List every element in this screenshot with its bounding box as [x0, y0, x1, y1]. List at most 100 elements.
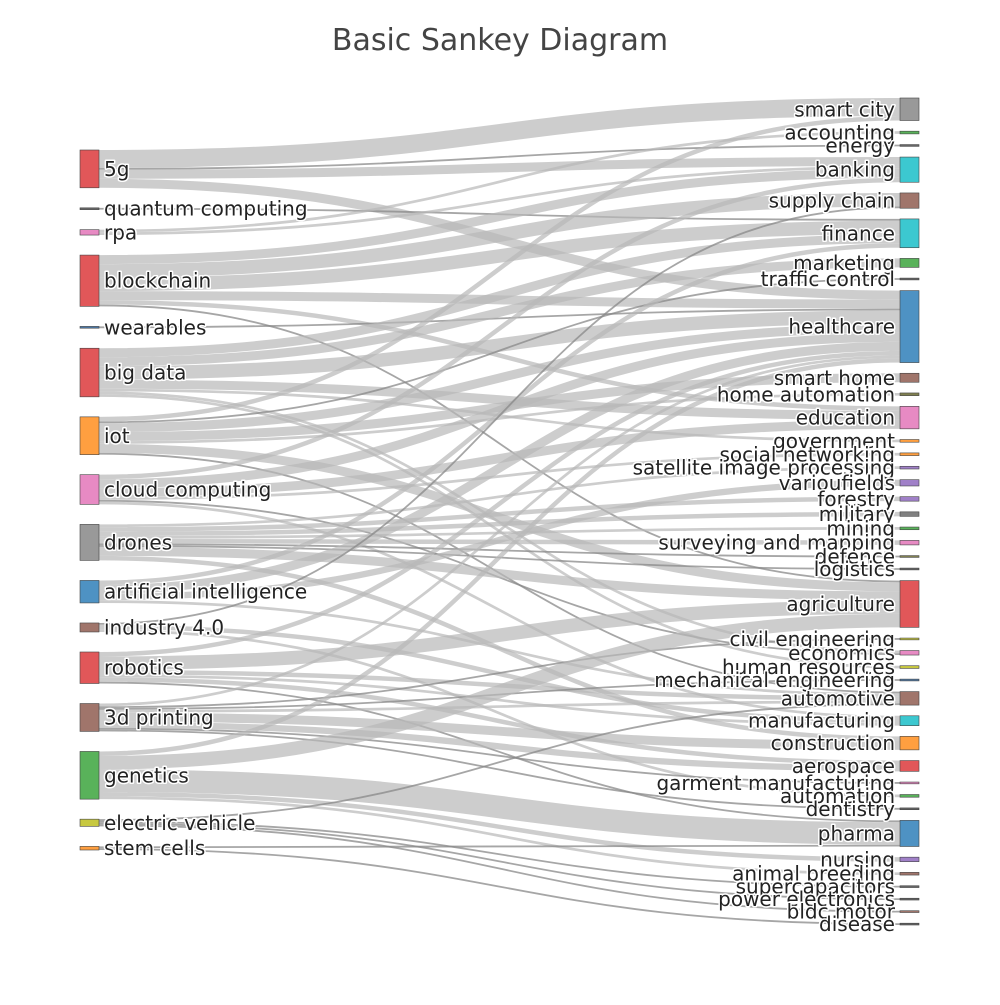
link-genetics-to-pharma[interactable]	[98, 769, 901, 845]
target-node-manufacturing[interactable]	[899, 715, 920, 726]
link-3d-printing-to-aerospace[interactable]	[98, 721, 901, 772]
link-industry-4-0-to-supply-chain[interactable]	[98, 206, 901, 625]
link-stem-cells-to-pharma[interactable]	[98, 844, 901, 849]
link-electric-vehicle-to-automotive[interactable]	[98, 703, 901, 821]
link-industry-4-0-to-automation[interactable]	[98, 629, 901, 798]
link-3d-printing-to-automotive[interactable]	[98, 700, 901, 713]
link-genetics-to-healthcare[interactable]	[98, 358, 901, 756]
link-wearables-to-healthcare[interactable]	[98, 308, 901, 329]
source-node-robotics[interactable]	[79, 651, 100, 684]
link-big-data-to-marketing[interactable]	[98, 258, 901, 367]
target-node-automotive[interactable]	[899, 691, 920, 706]
link-cloud-computing-to-social-networking[interactable]	[98, 452, 901, 500]
target-node-social-networking[interactable]	[899, 452, 920, 456]
link-3d-printing-to-construction[interactable]	[98, 712, 901, 750]
target-node-satellite-image-processing[interactable]	[899, 465, 920, 470]
link-iot-to-traffic-control[interactable]	[98, 278, 901, 424]
target-node-mechanical-engineering[interactable]	[899, 678, 920, 682]
target-node-surveying-and-mapping[interactable]	[899, 540, 920, 546]
target-node-construction[interactable]	[899, 736, 920, 751]
link-artificial-intelligence-to-finance[interactable]	[98, 243, 901, 585]
target-node-smart-city[interactable]	[899, 97, 920, 121]
target-node-varioufields[interactable]	[899, 479, 920, 487]
link-genetics-to-animal-breeding[interactable]	[98, 796, 901, 876]
target-node-healthcare[interactable]	[899, 290, 920, 363]
link-cloud-computing-to-manufacturing[interactable]	[98, 501, 901, 719]
link-robotics-to-manufacturing[interactable]	[98, 674, 901, 726]
target-node-garment-manufacturing[interactable]	[899, 781, 920, 785]
source-node-3d-printing[interactable]	[79, 703, 100, 732]
link-drones-to-defence[interactable]	[98, 543, 901, 558]
target-node-dentistry[interactable]	[899, 807, 920, 811]
source-node-big-data[interactable]	[79, 347, 100, 398]
link-3d-printing-to-dentistry[interactable]	[98, 729, 901, 810]
link-iot-to-healthcare[interactable]	[98, 323, 901, 433]
target-node-mining[interactable]	[899, 526, 920, 531]
target-node-civil-engineering[interactable]	[899, 637, 920, 641]
link-stem-cells-to-disease[interactable]	[98, 848, 901, 925]
source-node-cloud-computing[interactable]	[79, 474, 100, 505]
link-electric-vehicle-to-bldc-motor[interactable]	[98, 824, 901, 913]
source-node-iot[interactable]	[79, 416, 100, 455]
link-3d-printing-to-civil-engineering[interactable]	[98, 638, 901, 709]
link-big-data-to-healthcare[interactable]	[98, 310, 901, 380]
source-node-drones[interactable]	[79, 524, 100, 561]
link-blockchain-to-education[interactable]	[98, 300, 901, 411]
target-node-military[interactable]	[899, 511, 920, 517]
target-node-banking[interactable]	[899, 156, 920, 183]
link-cloud-computing-to-education[interactable]	[98, 419, 901, 498]
target-node-power-electronics[interactable]	[899, 897, 920, 901]
link-5g-to-banking[interactable]	[98, 157, 901, 179]
target-node-nursing[interactable]	[899, 856, 920, 862]
link-robotics-to-agriculture[interactable]	[98, 600, 901, 670]
link-cloud-computing-to-healthcare[interactable]	[98, 332, 901, 489]
link-rpa-to-accounting[interactable]	[98, 131, 901, 233]
link-iot-to-home-automation[interactable]	[98, 392, 901, 444]
link-iot-to-smart-city[interactable]	[98, 116, 901, 422]
link-5g-to-energy[interactable]	[98, 144, 901, 170]
source-node-stem-cells[interactable]	[79, 846, 100, 851]
link-big-data-to-education[interactable]	[98, 379, 901, 420]
source-node-industry-4-0[interactable]	[79, 622, 100, 633]
link-drones-to-forestry[interactable]	[98, 496, 901, 532]
target-node-education[interactable]	[899, 406, 920, 430]
target-node-aerospace[interactable]	[899, 760, 920, 772]
source-node-5g[interactable]	[79, 149, 100, 189]
target-node-bldc-motor[interactable]	[899, 910, 920, 913]
source-node-artificial-intelligence[interactable]	[79, 580, 100, 604]
link-blockchain-to-agriculture[interactable]	[98, 304, 901, 583]
target-node-accounting[interactable]	[899, 130, 920, 135]
target-node-government[interactable]	[899, 439, 920, 443]
source-node-quantum-computing[interactable]	[79, 207, 100, 210]
target-node-agriculture[interactable]	[899, 580, 920, 628]
source-node-genetics[interactable]	[79, 751, 100, 800]
link-artificial-intelligence-to-automotive[interactable]	[98, 600, 901, 697]
target-node-supply-chain[interactable]	[899, 192, 920, 209]
target-node-finance[interactable]	[899, 218, 920, 249]
link-rpa-to-banking[interactable]	[98, 166, 901, 236]
target-node-pharma[interactable]	[899, 820, 920, 847]
link-robotics-to-pharma[interactable]	[98, 681, 901, 823]
target-node-disease[interactable]	[899, 922, 920, 926]
target-node-defence[interactable]	[899, 555, 920, 558]
target-node-logistics[interactable]	[899, 567, 920, 571]
link-cloud-computing-to-banking[interactable]	[98, 177, 901, 480]
link-robotics-to-healthcare[interactable]	[98, 350, 901, 657]
link-artificial-intelligence-to-healthcare[interactable]	[98, 341, 901, 594]
link-genetics-to-agriculture[interactable]	[98, 613, 901, 770]
target-node-supercapacitors[interactable]	[899, 885, 920, 888]
target-node-economics[interactable]	[899, 650, 920, 656]
target-node-forestry[interactable]	[899, 496, 920, 502]
source-node-electric-vehicle[interactable]	[79, 818, 100, 827]
link-5g-to-smart-city[interactable]	[98, 98, 901, 168]
target-node-animal-breeding[interactable]	[899, 872, 920, 876]
target-node-home-automation[interactable]	[899, 392, 920, 396]
link-drones-to-mining[interactable]	[98, 527, 901, 539]
link-electric-vehicle-to-supercapacitors[interactable]	[98, 820, 901, 888]
link-electric-vehicle-to-power-electronics[interactable]	[98, 822, 901, 901]
target-node-smart-home[interactable]	[899, 372, 920, 383]
target-node-energy[interactable]	[899, 144, 920, 147]
target-node-traffic-control[interactable]	[899, 277, 920, 281]
link-blockchain-to-supply-chain[interactable]	[98, 192, 901, 278]
source-node-rpa[interactable]	[79, 229, 100, 236]
